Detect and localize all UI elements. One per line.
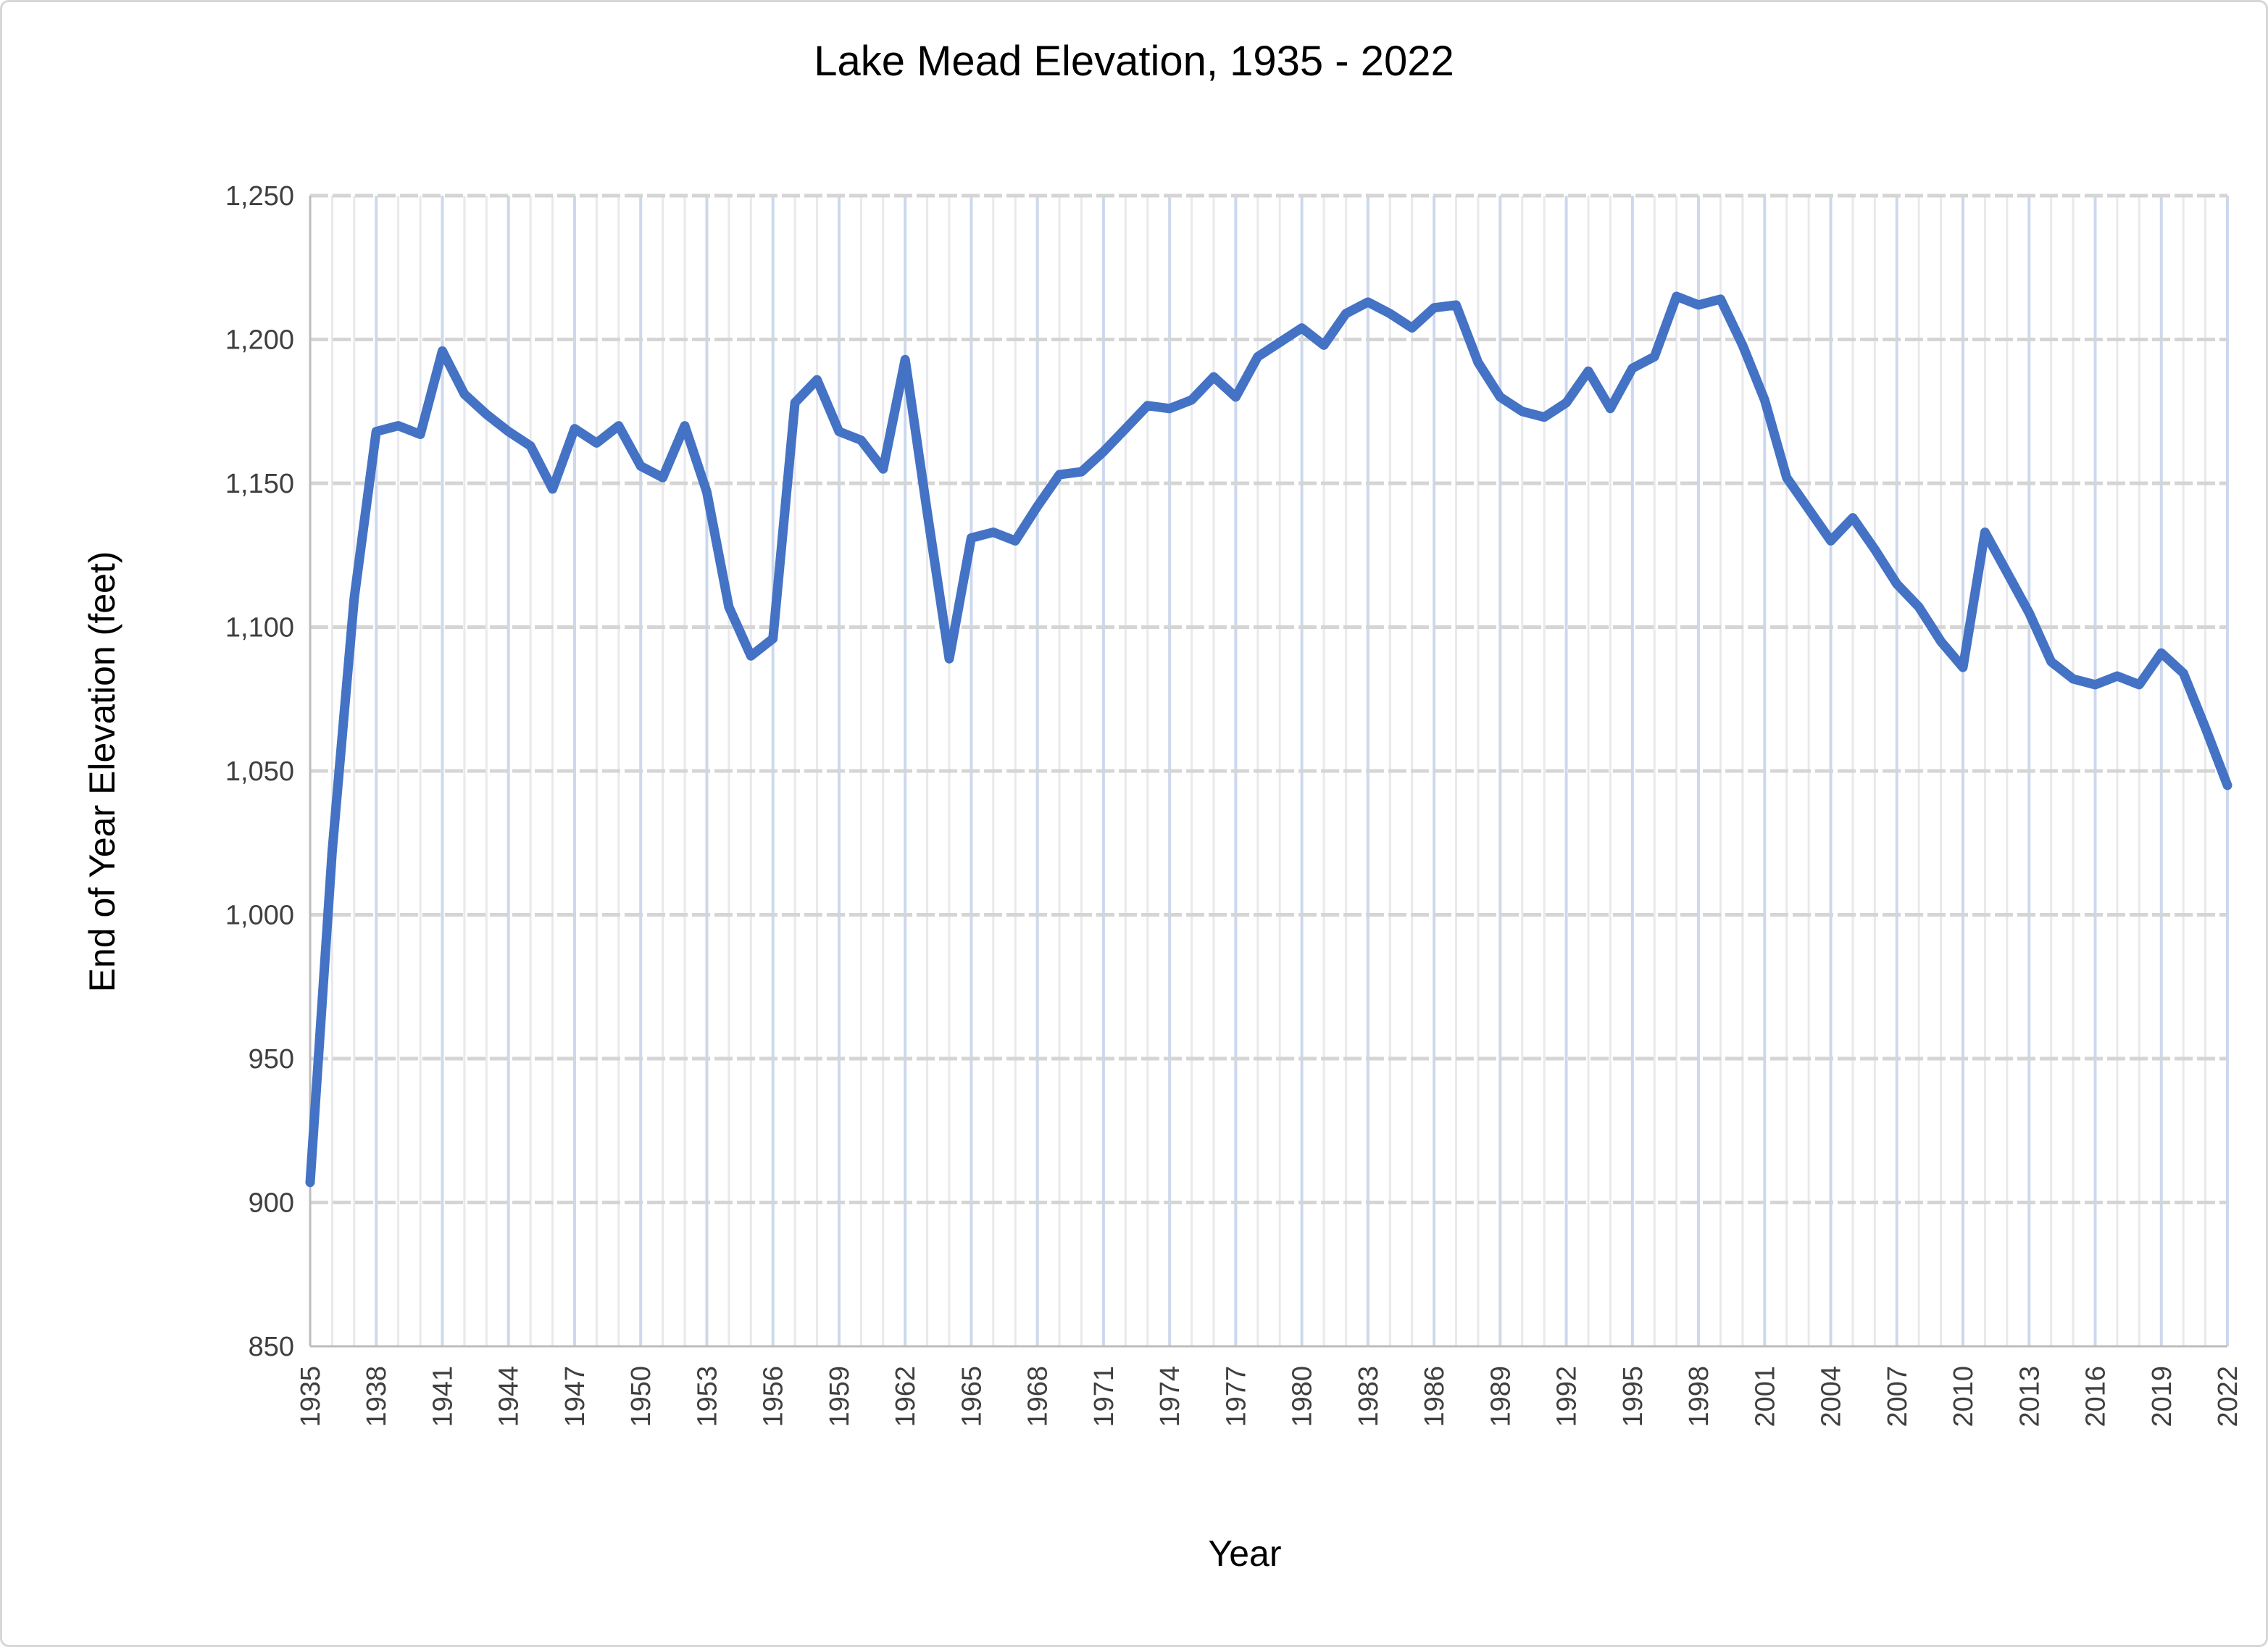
x-tick-label: 1950 — [626, 1366, 656, 1427]
x-tick-label: 1971 — [1089, 1366, 1120, 1427]
x-tick-label: 1980 — [1288, 1366, 1318, 1427]
x-tick-label: 2007 — [1883, 1366, 1913, 1427]
x-tick-label: 1947 — [560, 1366, 591, 1427]
x-tick-label: 1953 — [692, 1366, 722, 1427]
x-tick-label: 1974 — [1155, 1366, 1185, 1427]
y-tick-label: 1,050 — [225, 756, 294, 787]
y-axis-title: End of Year Elevation (feet) — [82, 551, 122, 993]
x-tick-label: 1956 — [759, 1366, 789, 1427]
y-tick-label: 1,200 — [225, 325, 294, 356]
chart-title: Lake Mead Elevation, 1935 - 2022 — [814, 38, 1454, 85]
x-tick-label: 1965 — [956, 1366, 987, 1427]
x-tick-label: 1986 — [1419, 1366, 1450, 1427]
x-tick-label: 1998 — [1684, 1366, 1714, 1427]
x-tick-label: 2013 — [2014, 1366, 2045, 1427]
y-tick-label: 850 — [249, 1332, 294, 1362]
x-tick-label: 1968 — [1023, 1366, 1054, 1427]
x-tick-label: 1959 — [825, 1366, 855, 1427]
elevation-line — [305, 291, 2232, 1188]
y-tick-label: 1,100 — [225, 613, 294, 643]
x-tick-label: 1938 — [362, 1366, 392, 1427]
x-tick-label: 1983 — [1354, 1366, 1384, 1427]
x-tick-label: 1962 — [891, 1366, 921, 1427]
x-tick-label: 1944 — [494, 1366, 525, 1427]
y-tick-label: 950 — [249, 1044, 294, 1075]
x-tick-label: 1989 — [1485, 1366, 1516, 1427]
x-tick-label: 1941 — [428, 1366, 458, 1427]
x-tick-label: 2001 — [1750, 1366, 1780, 1427]
x-tick-label: 1995 — [1618, 1366, 1648, 1427]
y-tick-labels: 850 900 950 1,000 1,050 1,100 1,150 1,200 1,250 — [225, 181, 294, 1362]
x-tick-label: 2016 — [2081, 1366, 2111, 1427]
y-tick-label: 1,150 — [225, 469, 294, 499]
x-tick-label: 2022 — [2213, 1366, 2243, 1427]
y-tick-label: 900 — [249, 1188, 294, 1219]
x-tick-labels: 1935 1938 1941 1944 1947 1950 1953 1956 1959 1962… — [296, 1366, 2243, 1427]
x-tick-label: 1935 — [296, 1366, 326, 1427]
y-tick-label: 1,000 — [225, 901, 294, 931]
y-gridlines — [310, 193, 2227, 1204]
x-tick-label: 1977 — [1221, 1366, 1251, 1427]
x-tick-label: 2004 — [1817, 1366, 1847, 1427]
y-tick-label: 1,250 — [225, 181, 294, 212]
x-tick-label: 2019 — [2147, 1366, 2177, 1427]
x-tick-label: 2010 — [1948, 1366, 1979, 1427]
x-axis-title: Year — [1208, 1533, 1282, 1574]
x-tick-label: 1992 — [1552, 1366, 1583, 1427]
